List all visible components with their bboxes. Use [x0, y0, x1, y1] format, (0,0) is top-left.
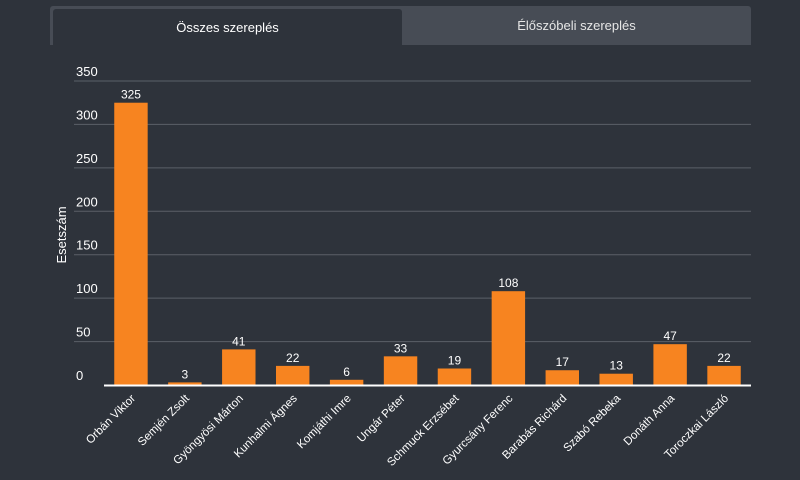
data-label: 325: [121, 88, 141, 102]
data-label: 108: [498, 276, 518, 290]
bar: [491, 291, 526, 385]
tab-bar: Összes szereplés Élőszóbeli szereplés: [50, 6, 751, 45]
data-label: 3: [182, 367, 189, 381]
y-tick-label: 250: [76, 151, 98, 166]
y-tick-label: 150: [76, 238, 98, 253]
x-tick-label: Semjén Zsolt: [136, 392, 193, 449]
data-label: 41: [232, 334, 246, 348]
bar: [329, 379, 364, 385]
x-tick-label: Donáth Anna: [622, 392, 678, 448]
y-tick-label: 200: [76, 194, 98, 209]
tab-osszes-szereples[interactable]: Összes szereplés: [53, 9, 402, 45]
bar: [275, 365, 310, 385]
data-label: 6: [343, 365, 350, 379]
bar: [437, 368, 472, 385]
bar: [168, 382, 202, 385]
y-tick-label: 300: [76, 107, 98, 122]
bar: [222, 349, 256, 385]
bar: [653, 344, 687, 385]
bar: [599, 373, 633, 385]
data-label: 19: [448, 353, 462, 367]
x-tick-label: Szabó Rebeka: [561, 392, 623, 454]
x-tick-label: Komjáthi Imre: [295, 393, 354, 452]
bar: [707, 365, 741, 385]
y-axis-label: Esetszám: [54, 206, 69, 263]
y-tick-label: 50: [76, 325, 90, 340]
bar: [545, 370, 580, 385]
y-tick-label: 100: [76, 281, 98, 296]
bar: [114, 102, 148, 385]
data-label: 47: [663, 329, 677, 343]
x-tick-label: Ungár Péter: [355, 393, 407, 445]
x-tick-label: Orbán Viktor: [84, 393, 138, 447]
data-label: 13: [610, 359, 624, 373]
data-label: 17: [556, 355, 570, 369]
tab-eloszobeli-szereples[interactable]: Élőszóbeli szereplés: [517, 18, 636, 33]
y-tick-label: 0: [76, 368, 83, 383]
bar: [383, 356, 418, 385]
y-tick-label: 350: [76, 64, 98, 79]
data-label: 33: [394, 341, 408, 355]
data-label: 22: [717, 351, 731, 365]
data-label: 22: [286, 351, 300, 365]
